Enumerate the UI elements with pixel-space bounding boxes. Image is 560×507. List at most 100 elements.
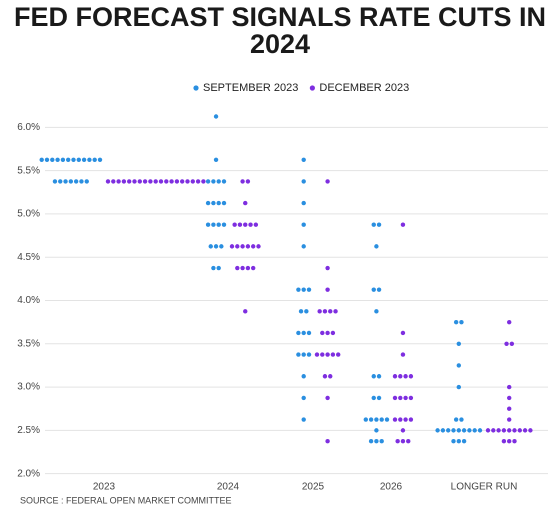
dot — [211, 179, 216, 184]
dot — [251, 244, 256, 249]
dot — [398, 374, 403, 379]
dot — [211, 265, 216, 271]
dot — [132, 179, 137, 184]
dot — [221, 179, 227, 184]
dot — [374, 309, 379, 314]
dot — [208, 244, 213, 249]
dot — [185, 179, 190, 184]
y-tick-label: 3.0% — [17, 382, 40, 393]
dot — [501, 439, 507, 444]
dot — [400, 222, 406, 227]
dot — [507, 417, 512, 422]
dot — [81, 157, 87, 162]
dot — [461, 439, 467, 444]
dot — [296, 330, 301, 336]
dot — [491, 428, 496, 433]
legend-dot — [193, 85, 199, 91]
dot — [376, 374, 382, 379]
dot — [142, 179, 148, 184]
dot — [169, 179, 174, 184]
dot — [320, 352, 325, 357]
dot — [219, 244, 224, 249]
dot — [322, 309, 328, 314]
dot — [400, 352, 406, 357]
dot — [368, 439, 374, 444]
y-tick-label: 2.5% — [17, 425, 40, 436]
dot — [325, 439, 330, 444]
dot — [363, 417, 368, 422]
dot — [322, 374, 328, 379]
dot — [213, 114, 219, 119]
dot — [235, 265, 240, 271]
y-tick-label: 2.0% — [17, 468, 40, 479]
dot — [512, 439, 517, 444]
dot — [232, 222, 237, 227]
dot — [507, 384, 512, 390]
dot — [240, 179, 245, 184]
dot — [371, 395, 376, 401]
dot — [296, 352, 301, 357]
dot — [408, 395, 414, 401]
dot — [408, 417, 414, 422]
dot — [153, 179, 158, 184]
dot — [374, 439, 379, 444]
dot — [400, 330, 406, 336]
dot — [504, 341, 509, 346]
dot — [84, 179, 89, 184]
dot — [121, 179, 127, 184]
dot — [371, 222, 376, 227]
dot — [328, 309, 333, 314]
dot — [116, 179, 121, 184]
dot — [467, 428, 472, 433]
dot — [213, 157, 219, 162]
dot — [374, 428, 379, 433]
dot — [306, 287, 312, 292]
dot — [330, 352, 336, 357]
dot — [301, 179, 306, 184]
dot — [211, 200, 216, 206]
dot — [50, 157, 55, 162]
dot — [507, 439, 512, 444]
dot — [216, 222, 221, 227]
dot — [298, 309, 304, 314]
dot — [68, 179, 74, 184]
dot — [451, 428, 456, 433]
dot — [87, 157, 92, 162]
dot — [459, 319, 464, 325]
dot — [456, 384, 461, 390]
dot — [301, 244, 306, 249]
dot — [392, 395, 398, 401]
dot — [456, 363, 461, 368]
dot — [317, 309, 322, 314]
dot — [248, 222, 253, 227]
dot — [205, 179, 211, 184]
dot — [301, 157, 306, 162]
dot — [392, 374, 398, 379]
dot — [325, 179, 330, 184]
legend-dot — [309, 85, 315, 91]
dot — [301, 287, 306, 292]
dot — [92, 157, 97, 162]
dot — [325, 395, 330, 401]
dot — [79, 179, 84, 184]
dot — [376, 395, 382, 401]
dot — [459, 417, 464, 422]
dot — [58, 179, 63, 184]
dot — [251, 265, 256, 271]
dot — [229, 244, 235, 249]
dot — [201, 179, 206, 184]
dot — [507, 319, 512, 325]
dot — [301, 330, 306, 336]
dot — [403, 374, 408, 379]
dot — [336, 352, 341, 357]
dot — [205, 222, 211, 227]
dot — [325, 287, 330, 292]
dot — [111, 179, 116, 184]
x-tick-label: LONGER RUN — [451, 482, 518, 493]
dot — [216, 179, 221, 184]
dot — [512, 428, 517, 433]
dot — [253, 222, 259, 227]
dot — [66, 157, 71, 162]
dot — [63, 179, 68, 184]
dot — [461, 428, 467, 433]
